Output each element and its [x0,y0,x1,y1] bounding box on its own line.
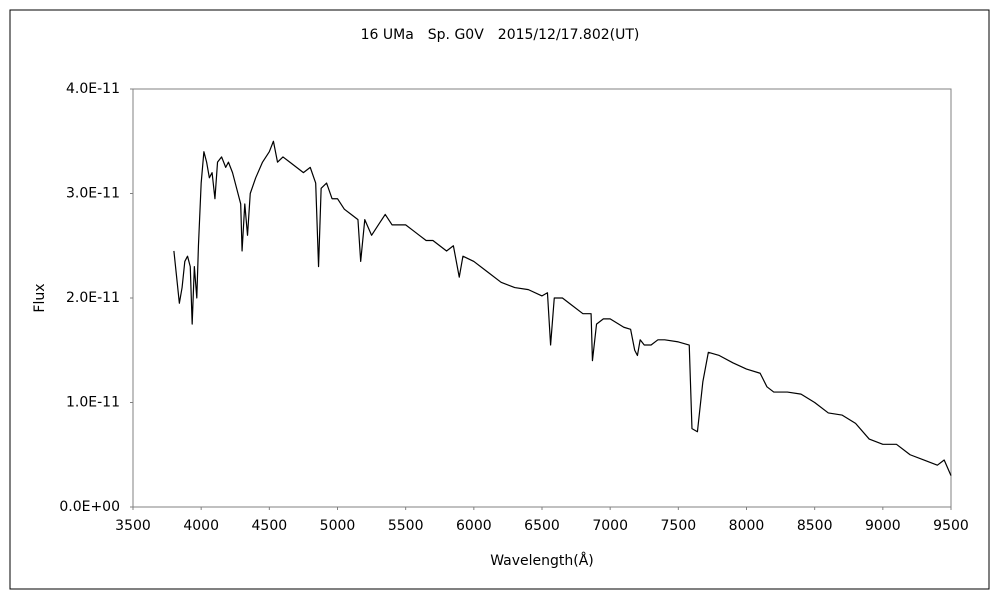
chart-title: 16 UMa Sp. G0V 2015/12/17.802(UT) [361,27,640,43]
y-tick-label: 3.0E-11 [66,186,120,202]
chart-border [9,9,990,590]
y-tick-label: 4.0E-11 [66,81,120,97]
y-tick-label: 0.0E+00 [59,499,120,515]
y-axis-label: Flux [32,283,48,312]
x-tick-label: 7000 [592,518,628,534]
x-tick-label: 4000 [183,518,219,534]
x-tick-label: 6500 [524,518,560,534]
x-tick-label: 3500 [115,518,151,534]
x-tick-label: 8000 [729,518,765,534]
x-tick-label: 9000 [865,518,901,534]
y-tick-label: 2.0E-11 [66,290,120,306]
x-axis-label: Wavelength(Å) [490,552,594,569]
spectrum-line [173,140,952,476]
x-tick-label: 5000 [320,518,356,534]
x-tick-label: 9500 [933,518,969,534]
x-tick-label: 6000 [456,518,492,534]
y-tick-label: 1.0E-11 [66,395,120,411]
x-tick-label: 8500 [797,518,833,534]
x-tick-label: 7500 [661,518,697,534]
x-tick-label: 5500 [388,518,424,534]
x-tick-label: 4500 [252,518,288,534]
